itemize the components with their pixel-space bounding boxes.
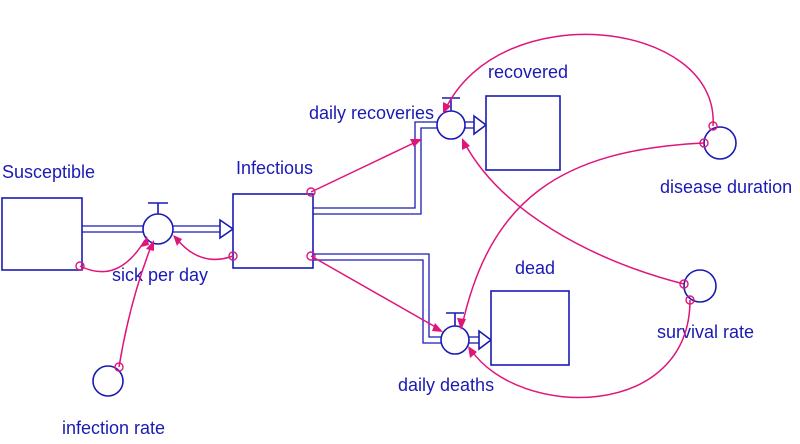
connector-survival-rate-to-daily-recoveries [462,138,689,289]
aux-disease-duration-label: disease duration [660,177,792,197]
stock-dead[interactable]: dead [490,258,570,366]
aux-disease-duration[interactable]: disease duration [660,126,792,197]
aux-survival-rate-label: survival rate [657,322,754,342]
connector-disease-duration-to-daily-recoveries [443,33,718,131]
stock-recovered[interactable]: recovered [485,62,568,171]
stock-dead-label: dead [515,258,555,278]
connector-disease-duration-to-daily-deaths [457,138,709,330]
stock-recovered-label: recovered [488,62,568,82]
aux-infection-rate-label: infection rate [62,418,165,438]
connector-infectious-to-sick-per-day [173,235,238,261]
flow-pipe-sick-per-day [82,218,235,240]
flow-daily-deaths-label: daily deaths [398,375,494,395]
aux-survival-rate[interactable]: survival rate [657,269,754,342]
flow-valve-daily-deaths[interactable]: daily deaths [398,312,494,395]
stock-infectious-label: Infectious [236,158,313,178]
aux-infection-rate[interactable]: infection rate [62,365,165,438]
flow-sick-per-day-label: sick per day [112,265,208,285]
flow-valve-sick-per-day[interactable]: sick per day [112,202,208,285]
flow-pipe-daily-deaths [313,253,493,351]
flow-valve-daily-recoveries[interactable]: daily recoveries [309,97,466,140]
connector-infection-rate-to-sick-per-day [114,240,154,372]
stock-susceptible-label: Susceptible [2,162,95,182]
stock-infectious[interactable]: Infectious [232,158,314,269]
flow-pipe-daily-recoveries [313,114,488,215]
connector-infectious-to-daily-deaths [306,251,443,332]
connector-susceptible-to-sick-per-day [75,236,149,273]
flow-daily-recoveries-label: daily recoveries [309,103,434,123]
connector-infectious-to-daily-recoveries [306,139,422,197]
connector-survival-rate-to-daily-deaths [468,295,695,399]
stock-susceptible[interactable]: Susceptible [1,162,95,271]
